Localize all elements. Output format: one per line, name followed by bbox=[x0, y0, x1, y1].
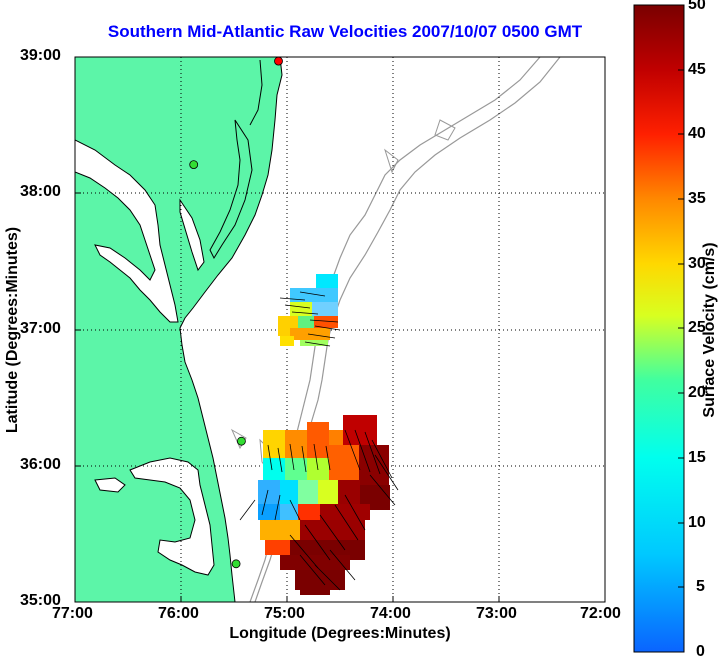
colorbar-tick-label: 15 bbox=[688, 449, 706, 466]
chesapeake-bay bbox=[75, 139, 179, 323]
map-title: Southern Mid-Atlantic Raw Velocities 200… bbox=[107, 22, 583, 41]
colorbar-tick-label: 50 bbox=[688, 0, 706, 13]
velocity-arrows bbox=[239, 291, 399, 591]
y-tick-label: 35:00 bbox=[20, 592, 61, 609]
colorbar-tick-label: 25 bbox=[688, 319, 706, 336]
station-marker bbox=[236, 436, 246, 446]
colorbar-tick-marks bbox=[678, 4, 684, 653]
y-axis-label: Latitude (Degrees:Minutes) bbox=[4, 226, 21, 434]
y-tick-marks bbox=[75, 56, 81, 603]
x-tick-label: 73:00 bbox=[476, 605, 517, 622]
colorbar bbox=[633, 4, 685, 653]
y-tick-label: 36:00 bbox=[20, 456, 61, 473]
y-tick-label: 39:00 bbox=[20, 47, 61, 64]
x-tick-label: 77:00 bbox=[52, 605, 93, 622]
colorbar-tick-label: 10 bbox=[688, 514, 706, 531]
colorbar-tick-label: 45 bbox=[688, 61, 706, 78]
colorbar-tick-label: 0 bbox=[696, 643, 705, 660]
colorbar-tick-label: 5 bbox=[696, 578, 705, 595]
colorbar-label: Surface Velocity (cm/s) bbox=[701, 242, 718, 418]
velocity-field-south bbox=[258, 415, 390, 595]
station-marker bbox=[274, 57, 283, 66]
colorbar-tick-label: 35 bbox=[688, 190, 706, 207]
station-marker bbox=[189, 160, 199, 170]
station-markers bbox=[189, 57, 283, 569]
x-tick-label: 72:00 bbox=[580, 605, 621, 622]
x-axis-label: Longitude (Degrees:Minutes) bbox=[229, 625, 451, 642]
y-tick-label: 38:00 bbox=[20, 183, 61, 200]
colorbar-tick-label: 40 bbox=[688, 125, 706, 142]
colorbar-tick-label: 30 bbox=[688, 255, 706, 272]
y-tick-label: 37:00 bbox=[20, 320, 61, 337]
x-tick-label: 76:00 bbox=[158, 605, 199, 622]
x-tick-marks bbox=[74, 596, 606, 602]
colorbar-tick-label: 20 bbox=[688, 384, 706, 401]
station-marker bbox=[231, 559, 241, 569]
x-tick-label: 75:00 bbox=[264, 605, 305, 622]
pamlico-sound bbox=[129, 457, 215, 576]
x-tick-label: 74:00 bbox=[370, 605, 411, 622]
